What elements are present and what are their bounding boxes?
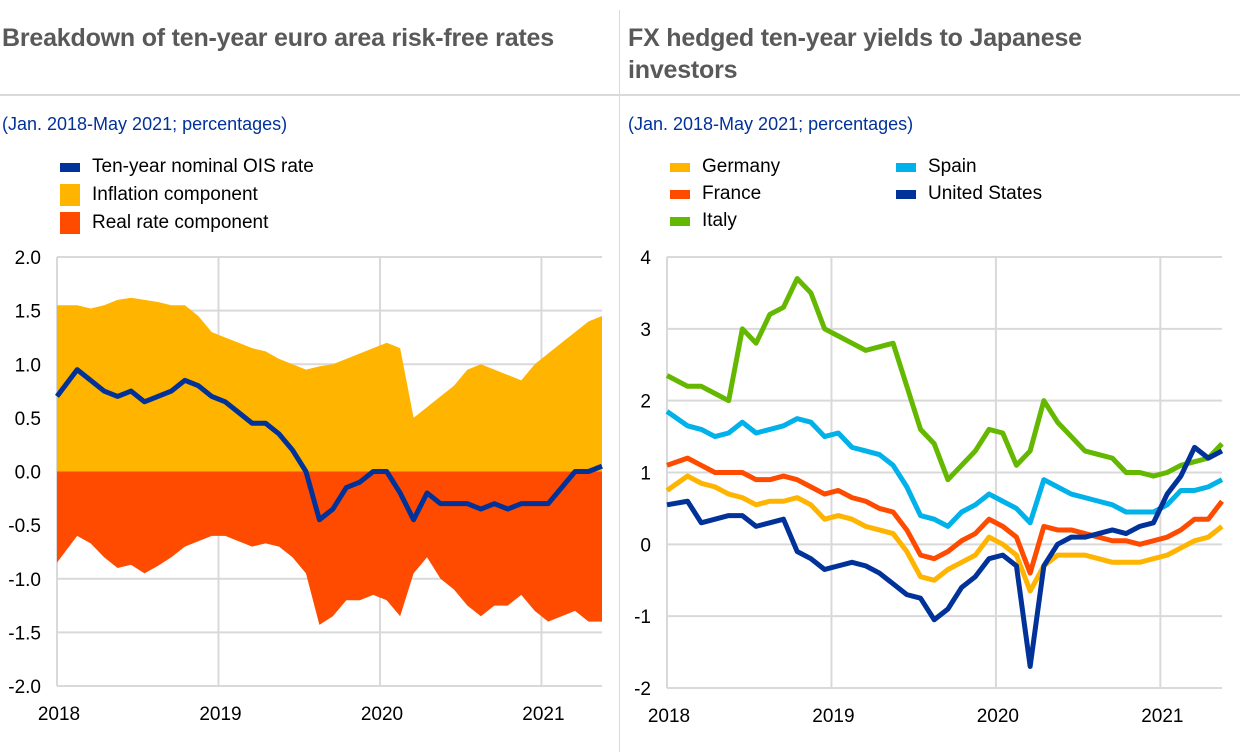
legend-italy: Italy (670, 208, 737, 234)
chart-right: 4 3 2 1 0 -1 -2 2018 2019 2020 2021 (634, 248, 1224, 727)
y-tick-label: -0.5 (8, 516, 41, 537)
legend-label: Inflation component (92, 184, 258, 205)
legend-label: United States (928, 183, 1043, 204)
legend-spain: Spain (896, 154, 977, 180)
panel-divider (619, 10, 620, 752)
legend-ois: Ten-year nominal OIS rate (60, 154, 314, 180)
y-tick-label: 4 (640, 248, 651, 269)
y-tick-label: 1.0 (15, 355, 41, 376)
x-tick-label: 2019 (812, 706, 854, 727)
header-divider (0, 94, 1240, 96)
legend-real-rate: Real rate component (60, 210, 268, 236)
legend-label: France (702, 183, 762, 204)
line-spain (665, 409, 1224, 529)
left-chart-subtitle: (Jan. 2018-May 2021; percentages) (2, 114, 288, 134)
line-germany (665, 473, 1224, 594)
x-tick-label: 2021 (522, 704, 564, 725)
x-tick-label: 2021 (1141, 706, 1183, 727)
left-chart-title: Breakdown of ten-year euro area risk-fre… (2, 24, 554, 52)
y-tick-label: 2.0 (15, 248, 41, 269)
line-united-states (666, 444, 1224, 669)
y-tick-label: -1.5 (8, 623, 41, 644)
right-chart-subtitle: (Jan. 2018-May 2021; percentages) (628, 114, 914, 134)
legend-label: Italy (702, 210, 737, 231)
y-tick-label: 1.5 (15, 302, 41, 323)
y-tick-label: 0.0 (15, 463, 41, 484)
y-tick-label: 2 (640, 392, 651, 413)
y-tick-label: 0.5 (15, 409, 41, 430)
legend-swatch (60, 162, 80, 172)
legend-swatch (670, 189, 690, 199)
y-tick-label: -2.0 (8, 677, 41, 698)
x-tick-label: 2020 (977, 706, 1019, 727)
x-tick-label: 2018 (648, 706, 690, 727)
legend-united-states: United States (896, 181, 1042, 207)
legend-inflation: Inflation component (60, 182, 258, 208)
y-tick-label: 0 (640, 535, 651, 556)
area-inflation-component (57, 297, 602, 472)
legend-swatch (670, 162, 690, 172)
legend-swatch (60, 212, 80, 234)
legend-swatch (670, 216, 690, 226)
legend-france: France (670, 181, 761, 207)
x-tick-label: 2020 (361, 704, 403, 725)
y-tick-label: -1.0 (8, 570, 41, 591)
legend-swatch (896, 162, 916, 172)
x-tick-label: 2018 (38, 704, 80, 725)
legend-label: Ten-year nominal OIS rate (92, 156, 314, 177)
y-tick-label: 1 (640, 464, 651, 485)
line-france (666, 455, 1224, 576)
area-real-rate-component (57, 471, 602, 625)
right-chart-title: FX hedged ten-year yields to Japanese in… (628, 24, 1082, 84)
legend-swatch (60, 184, 80, 206)
line-italy (665, 276, 1224, 483)
legend-germany: Germany (670, 154, 780, 180)
y-tick-label: -1 (634, 607, 651, 628)
line-ten-year-nominal-ois-rate (55, 367, 603, 523)
legend-label: Germany (702, 156, 781, 177)
chart-left: 2.0 1.5 1.0 0.5 0.0 -0.5 -1.0 -1.5 -2.0 2018 2019 2… (8, 248, 603, 725)
x-tick-label: 2019 (199, 704, 241, 725)
legend-label: Spain (928, 156, 977, 177)
legend-label: Real rate component (92, 212, 269, 233)
legend-swatch (896, 189, 916, 199)
y-tick-label: -2 (634, 679, 651, 700)
y-tick-label: 3 (640, 320, 651, 341)
